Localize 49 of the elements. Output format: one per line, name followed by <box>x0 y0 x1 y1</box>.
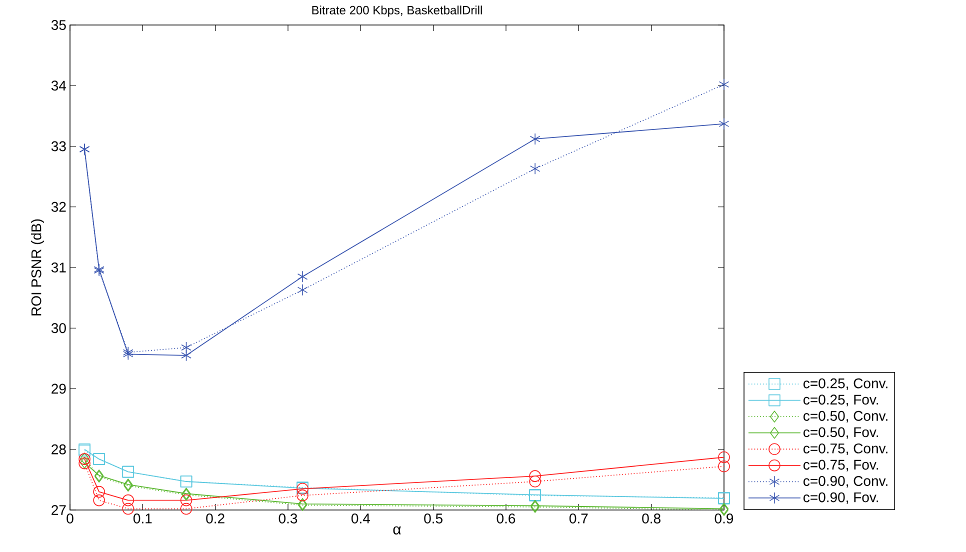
legend-label: c=0.25, Conv. <box>804 378 888 390</box>
point <box>718 78 730 90</box>
point <box>297 270 308 282</box>
y-tick-label: 34 <box>51 80 66 91</box>
point <box>93 494 105 506</box>
y-tick-label: 31 <box>51 262 66 272</box>
point <box>181 342 192 354</box>
x-tick-label: 0.9 <box>714 514 734 524</box>
y-tick-label: 30 <box>51 323 66 334</box>
point <box>296 490 308 502</box>
legend-label: c=0.90, Conv. <box>804 476 888 488</box>
y-tick-label: 28 <box>52 444 66 454</box>
y-tick-label: 32 <box>51 202 66 212</box>
point <box>529 470 541 482</box>
legend-label: c=0.50, Fov. <box>804 427 878 439</box>
y-tick-label: 35 <box>51 20 66 30</box>
point <box>122 502 134 515</box>
x-tick-label: 0 <box>66 514 74 524</box>
point <box>718 451 730 464</box>
legend-label: c=0.50, Conv. <box>804 410 888 423</box>
point <box>530 162 540 175</box>
y-tick-label: 27 <box>52 505 66 515</box>
x-tick-label: 0.3 <box>278 514 298 524</box>
x-tick-label: 0.5 <box>424 514 442 524</box>
point <box>180 494 192 506</box>
point <box>530 133 540 145</box>
x-tick-label: 0.1 <box>133 514 152 524</box>
x-tick-label: 0.2 <box>206 514 224 524</box>
y-tick-label: 29 <box>52 384 66 394</box>
x-tick-label: 0.4 <box>351 514 370 524</box>
x-tick-label: 0.8 <box>642 514 660 524</box>
point <box>180 502 192 515</box>
chart-title: Bitrate 200 Kbps, BasketballDrill <box>312 6 482 17</box>
y-axis-title: ROI PSNR (dB) <box>30 219 44 316</box>
x-axis-title: α <box>393 526 401 535</box>
x-tick-label: 0.7 <box>569 514 588 524</box>
point <box>529 476 541 488</box>
point <box>718 118 730 130</box>
point <box>718 460 730 472</box>
point <box>122 494 134 506</box>
legend-label: c=0.25, Fov. <box>804 394 878 406</box>
point <box>297 284 308 296</box>
legend-label: c=0.75, Conv. <box>804 443 888 456</box>
point <box>93 486 105 498</box>
legend-label: c=0.75, Fov. <box>804 460 878 472</box>
legend-label: c=0.90, Fov. <box>804 492 878 504</box>
y-tick-label: 33 <box>51 141 66 152</box>
point <box>181 350 192 362</box>
x-tick-label: 0.6 <box>496 514 516 524</box>
